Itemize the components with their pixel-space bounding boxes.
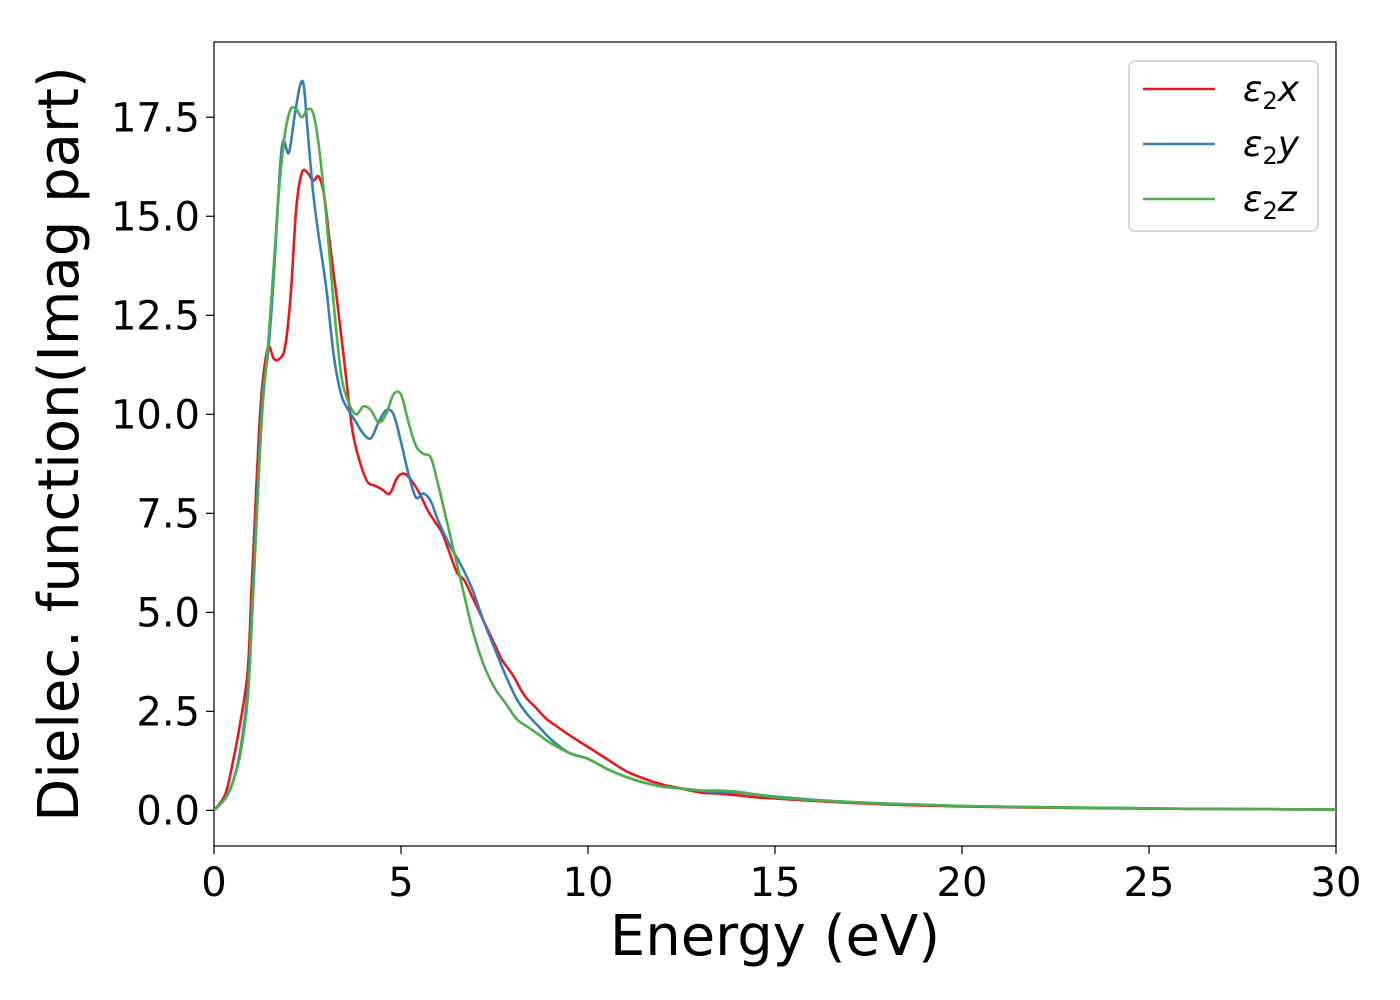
series-layer — [214, 79, 1336, 812]
legend-label-y: ε2y — [1243, 124, 1300, 170]
y-axis-title: Dielec. function(Imag part) — [27, 66, 92, 822]
y-tick-label: 2.5 — [136, 689, 200, 735]
y-tick-label: 17.5 — [111, 95, 200, 141]
x-axis-title: Energy (eV) — [610, 904, 940, 969]
x-tick-label: 30 — [1311, 860, 1362, 906]
y-tick-label: 12.5 — [111, 293, 200, 339]
y-tick-label: 5.0 — [136, 590, 200, 636]
y-tick-label: 0.0 — [136, 788, 200, 834]
y-axis-ticks: 0.0 2.5 5.0 7.5 10.0 12.5 15.0 17.5 — [111, 95, 214, 834]
series-line-z — [214, 105, 1336, 812]
x-axis-ticks: 0 5 10 15 20 25 30 — [201, 846, 1361, 906]
series-line-x — [214, 168, 1336, 812]
x-tick-label: 25 — [1124, 860, 1175, 906]
x-tick-label: 20 — [937, 860, 988, 906]
x-tick-label: 10 — [563, 860, 614, 906]
y-tick-label: 7.5 — [136, 491, 200, 537]
x-tick-label: 15 — [750, 860, 801, 906]
legend-label-z: ε2z — [1243, 179, 1298, 225]
legend-label-x: ε2x — [1243, 69, 1300, 115]
x-tick-label: 0 — [201, 860, 226, 906]
y-tick-label: 15.0 — [111, 194, 200, 240]
legend-box — [1128, 60, 1319, 232]
x-tick-label: 5 — [388, 860, 413, 906]
legend: ε2x ε2y ε2z — [1128, 60, 1319, 232]
y-tick-label: 10.0 — [111, 392, 200, 438]
